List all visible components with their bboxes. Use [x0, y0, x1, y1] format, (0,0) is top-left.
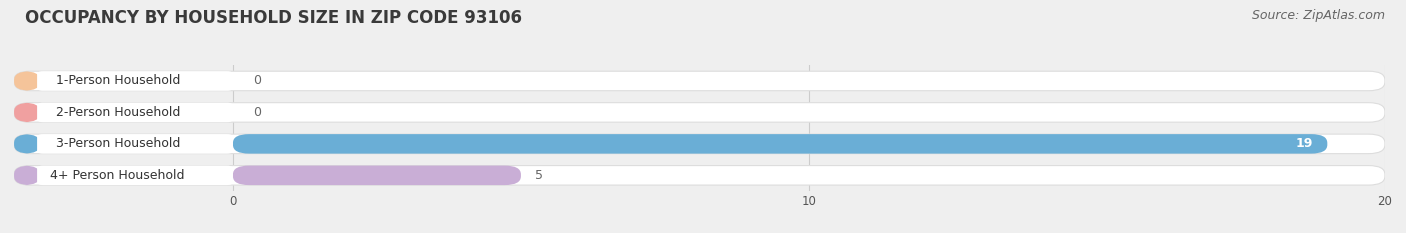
Text: OCCUPANCY BY HOUSEHOLD SIZE IN ZIP CODE 93106: OCCUPANCY BY HOUSEHOLD SIZE IN ZIP CODE …	[25, 9, 522, 27]
Text: Source: ZipAtlas.com: Source: ZipAtlas.com	[1251, 9, 1385, 22]
Text: 2-Person Household: 2-Person Household	[56, 106, 180, 119]
FancyBboxPatch shape	[14, 134, 1385, 154]
FancyBboxPatch shape	[14, 71, 1385, 91]
FancyBboxPatch shape	[14, 103, 39, 122]
FancyBboxPatch shape	[37, 71, 233, 91]
Text: 4+ Person Household: 4+ Person Household	[51, 169, 186, 182]
Text: 1-Person Household: 1-Person Household	[56, 75, 180, 87]
FancyBboxPatch shape	[37, 103, 233, 122]
Text: 0: 0	[253, 75, 262, 87]
FancyBboxPatch shape	[14, 166, 1385, 185]
Text: 0: 0	[253, 106, 262, 119]
Text: 3-Person Household: 3-Person Household	[56, 137, 180, 150]
FancyBboxPatch shape	[14, 134, 39, 154]
FancyBboxPatch shape	[14, 71, 39, 91]
FancyBboxPatch shape	[37, 134, 233, 154]
FancyBboxPatch shape	[14, 166, 39, 185]
FancyBboxPatch shape	[233, 166, 522, 185]
FancyBboxPatch shape	[14, 103, 1385, 122]
Text: 5: 5	[536, 169, 543, 182]
FancyBboxPatch shape	[37, 166, 233, 185]
FancyBboxPatch shape	[233, 134, 1327, 154]
Text: 19: 19	[1295, 137, 1313, 150]
